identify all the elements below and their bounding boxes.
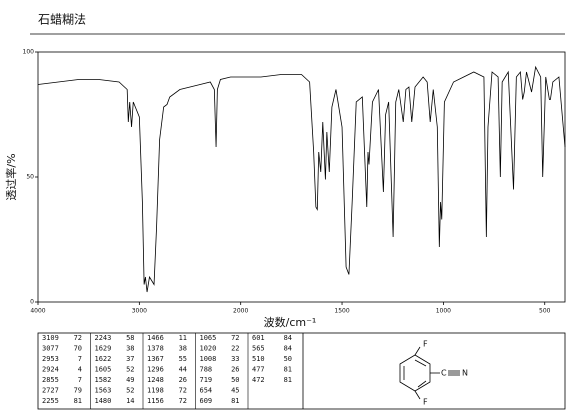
peak-wavenumber: 2243 [95,334,112,342]
peak-transmittance: 72 [231,334,239,342]
peak-transmittance: 70 [74,345,82,353]
y-tick-label: 100 [23,49,35,56]
peak-wavenumber: 788 [200,366,213,374]
peak-transmittance: 79 [74,387,82,395]
x-tick-label: 500 [539,308,551,315]
peak-transmittance: 14 [126,397,134,405]
peak-wavenumber: 601 [252,334,265,342]
peak-wavenumber: 1156 [147,397,164,405]
peak-transmittance: 81 [284,376,292,384]
peak-transmittance: 50 [231,376,239,384]
peak-transmittance: 37 [126,355,134,363]
peak-transmittance: 11 [179,334,187,342]
peak-wavenumber: 654 [200,387,213,395]
peak-wavenumber: 719 [200,376,213,384]
x-tick-label: 1500 [334,308,349,315]
peak-transmittance: 7 [78,376,82,384]
peak-wavenumber: 1296 [147,366,164,374]
peak-wavenumber: 2953 [42,355,59,363]
table-frame [37,332,566,410]
peak-transmittance: 55 [179,355,187,363]
peak-wavenumber: 1629 [95,345,112,353]
peak-wavenumber: 1622 [95,355,112,363]
peak-transmittance: 81 [284,366,292,374]
peak-wavenumber: 1605 [95,366,112,374]
atom-label: F [423,398,428,407]
peak-transmittance: 26 [179,376,187,384]
x-axis-label: 波数/cm⁻¹ [264,316,317,329]
peak-transmittance: 26 [231,366,239,374]
spectrum-line [37,65,566,293]
peak-transmittance: 50 [284,355,292,363]
peak-wavenumber: 565 [252,345,265,353]
peak-transmittance: 49 [126,376,134,384]
peak-wavenumber: 1367 [147,355,164,363]
x-tick-label: 2000 [233,308,248,315]
peak-wavenumber: 2855 [42,376,59,384]
peak-transmittance: 38 [179,345,187,353]
y-tick-label: 50 [26,174,34,181]
peak-wavenumber: 1480 [95,397,112,405]
peak-wavenumber: 477 [252,366,265,374]
peak-transmittance: 81 [231,397,239,405]
plot-frame [37,51,566,303]
x-tick-label: 1000 [436,308,451,315]
y-axis-label: 透过率/% [4,153,18,200]
y-tick-label: 0 [30,299,34,306]
peak-transmittance: 58 [126,334,134,342]
peak-transmittance: 38 [126,345,134,353]
peak-transmittance: 33 [231,355,239,363]
peak-transmittance: 81 [74,397,82,405]
peak-wavenumber: 2727 [42,387,59,395]
peak-wavenumber: 1466 [147,334,164,342]
peak-wavenumber: 3077 [42,345,59,353]
chart-title: 石蜡糊法 [38,12,86,27]
peak-transmittance: 44 [179,366,187,374]
atom-label: C [441,369,447,378]
peak-wavenumber: 2255 [42,397,59,405]
peak-wavenumber: 2924 [42,366,59,374]
peak-wavenumber: 1008 [200,355,217,363]
peak-transmittance: 72 [179,397,187,405]
peak-transmittance: 72 [74,334,82,342]
peak-wavenumber: 510 [252,355,265,363]
peak-transmittance: 72 [179,387,187,395]
peak-transmittance: 45 [231,387,239,395]
peak-wavenumber: 1020 [200,345,217,353]
peak-wavenumber: 472 [252,376,265,384]
structure [399,346,460,400]
peak-wavenumber: 1248 [147,376,164,384]
peak-transmittance: 52 [126,366,134,374]
peak-wavenumber: 1065 [200,334,217,342]
x-tick-label: 4000 [30,308,45,315]
peak-transmittance: 84 [284,334,292,342]
peak-wavenumber: 1582 [95,376,112,384]
atom-label: F [423,340,428,349]
peak-transmittance: 22 [231,345,239,353]
peak-wavenumber: 1378 [147,345,164,353]
peak-transmittance: 7 [78,355,82,363]
peak-wavenumber: 1198 [147,387,164,395]
peak-wavenumber: 609 [200,397,213,405]
peak-wavenumber: 3109 [42,334,59,342]
peak-transmittance: 52 [126,387,134,395]
atom-label: N [462,369,468,378]
x-tick-label: 3000 [132,308,147,315]
peak-transmittance: 4 [78,366,82,374]
peak-wavenumber: 1563 [95,387,112,395]
peak-transmittance: 84 [284,345,292,353]
